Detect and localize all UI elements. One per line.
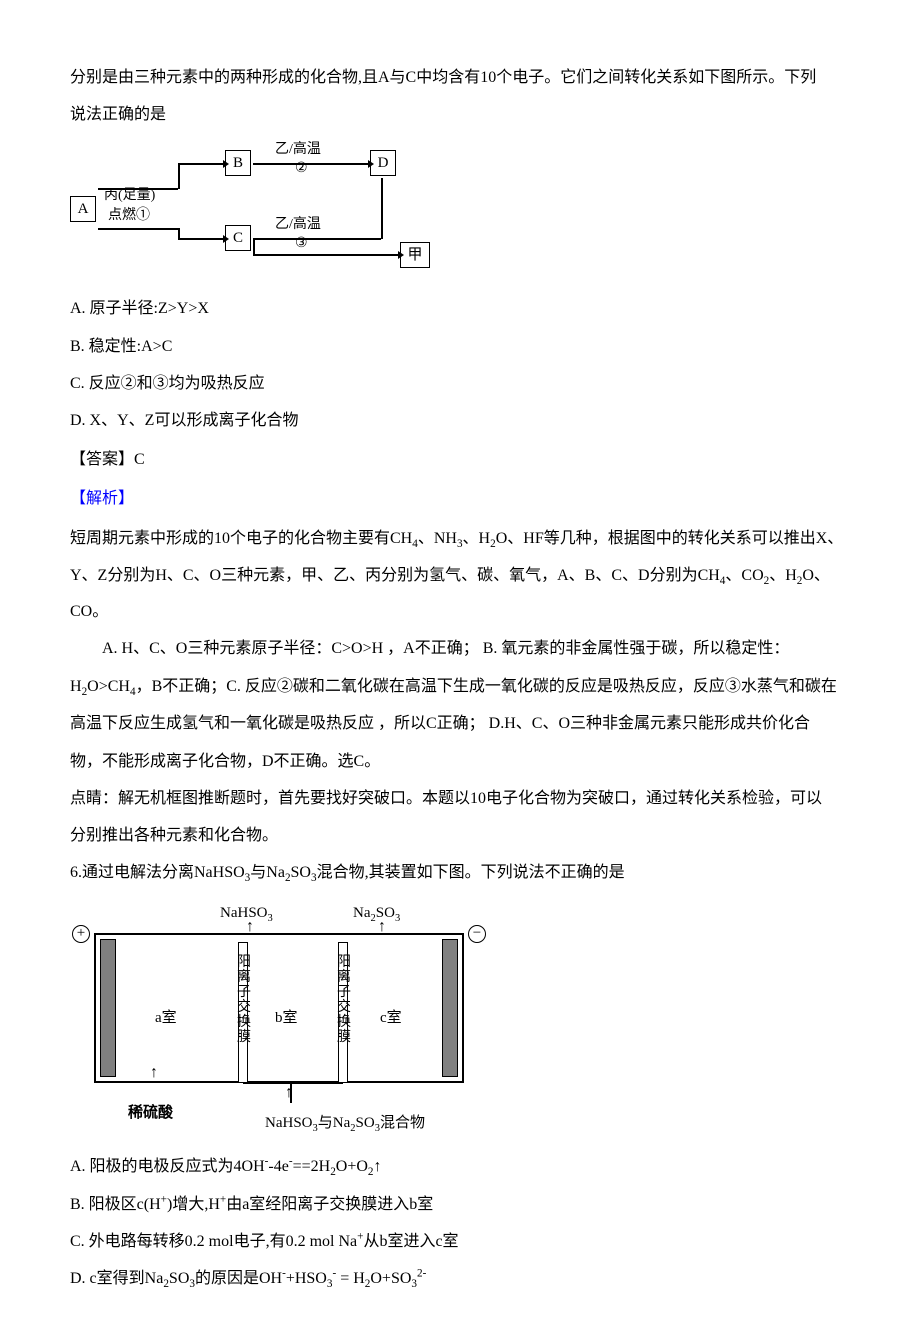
t: 与Na [318,1115,351,1131]
t: 6.通过电解法分离NaHSO [70,864,245,881]
q5-exp6: 物，不能形成离子化合物，D不正确。选C。 [70,744,850,779]
t: C. 外电路每转移0.2 mol电子,有0.2 mol Na [70,1233,357,1250]
t: SO [356,1115,375,1131]
t: A. 阳极的电极反应式为4OH [70,1158,265,1175]
q5-opt-c: C. 反应②和③均为吸热反应 [70,366,850,401]
arrow-up-icon: ↑ [285,1085,293,1101]
q5-jiexi-label: 【解析】 [70,481,850,516]
mem1-label: 阳离子交换膜 [236,955,252,1045]
t: Y、Z分别为H、C、O三种元素，甲、乙、丙分别为氢气、碳、氧气，A、B、C、D分… [70,567,720,584]
room-b: b室 [275,1002,298,1035]
line [381,178,383,239]
t: ↑ [374,1158,382,1175]
q5-diagram: A B C D 甲 丙(足量) 点燃① 乙/高温 ② 乙/高温 ③ [70,142,440,277]
t: Na [353,905,371,921]
line [98,228,178,230]
t: 从b室进入c室 [363,1233,458,1250]
q5-exp4: H2O>CH4，B不正确；C. 反应②碳和二氧化碳在高温下生成一氧化碳的反应是吸… [70,669,850,705]
t: )增大,H [167,1196,220,1213]
arrow-up-icon: ↑ [150,1065,158,1081]
q5-opt-a: A. 原子半径:Z>Y>X [70,291,850,326]
q5-opt-d: D. X、Y、Z可以形成离子化合物 [70,403,850,438]
t: 与Na [250,864,285,881]
t: ，B不正确；C. 反应②碳和二氧化碳在高温下生成一氧化碳的反应是吸热反应，反应③… [136,678,837,695]
label-xisuan: 稀硫酸 [128,1097,173,1130]
cathode [442,939,458,1077]
minus-terminal: − [468,925,486,943]
t: O+O [336,1158,368,1175]
q5-exp3: A. H、C、O三种元素原子半径：C>O>H ，A不正确； B. 氧元素的非金属… [70,631,850,666]
arrow-up-icon: ↑ [246,919,254,935]
t: 的原因是OH [195,1270,282,1287]
t: 、NH [418,530,457,547]
t: O+SO [370,1270,411,1287]
t: O、HF等几种，根据图中的转化关系可以推出X、 [496,530,844,547]
t: +HSO [286,1270,327,1287]
arrow-up-icon: ↑ [378,919,386,935]
q6-diagram: NaHSO3 Na2SO3 + − 阳离子交换膜 阳离子交换膜 a室 b室 c室… [70,897,490,1137]
line [243,1083,343,1085]
label-mix: NaHSO3与Na2SO3混合物 [265,1107,425,1140]
arrow [178,238,223,240]
mem2-label: 阳离子交换膜 [336,955,352,1045]
box-jia: 甲 [400,242,430,268]
t: = H [336,1270,365,1287]
arrow [253,254,398,256]
box-a: A [70,196,96,222]
label-yi-bot: 乙/高温 [275,217,321,233]
line [253,238,381,240]
t: -4e [268,1158,288,1175]
q6-opt-a: A. 阳极的电极反应式为4OH--4e-==2H2O+O2↑ [70,1149,850,1185]
q6-opt-b: B. 阳极区c(H+)增大,H+由a室经阳离子交换膜进入b室 [70,1187,850,1222]
line [178,228,180,238]
t: 由a室经阳离子交换膜进入b室 [226,1196,433,1213]
label-yi-top: 乙/高温 [275,142,321,158]
t: B. 阳极区c(H [70,1196,161,1213]
line [98,188,178,190]
t: SO [169,1270,189,1287]
t: 混合物,其装置如下图。下列说法不正确的是 [317,864,625,881]
t: H [70,678,82,695]
t: 短周期元素中形成的10个电子的化合物主要有CH [70,530,412,547]
anode [100,939,116,1077]
q5-exp2: Y、Z分别为H、C、O三种元素，甲、乙、丙分别为氢气、碳、氧气，A、B、C、D分… [70,558,850,629]
arrow [253,163,368,165]
q6-opt-c: C. 外电路每转移0.2 mol电子,有0.2 mol Na+从b室进入c室 [70,1224,850,1259]
t: 混合物 [380,1115,425,1131]
t: 、H [769,567,797,584]
top-na2so3: Na2SO3 [353,897,400,930]
t: 、CO [725,567,763,584]
plus-terminal: + [72,925,90,943]
t: O>CH [87,678,130,695]
q5-answer: 【答案】C [70,442,850,477]
t: NaHSO [265,1115,313,1131]
line [178,163,180,189]
q6-opt-d: D. c室得到Na2SO3的原因是OH-+HSO3- = H2O+SO32- [70,1261,850,1297]
line [290,1083,292,1103]
room-a: a室 [155,1002,177,1035]
q5-stem-line1: 分别是由三种元素中的两种形成的化合物,且A与C中均含有10个电子。它们之间转化关… [70,60,850,95]
q5-exp5: 高温下反应生成氢气和一氧化碳是吸热反应 ，所以C正确； D.H、C、O三种非金属… [70,706,850,741]
q5-note2: 分别推出各种元素和化合物。 [70,818,850,853]
line [253,238,255,255]
t: ==2H [293,1158,331,1175]
q5-exp1: 短周期元素中形成的10个电子的化合物主要有CH4、NH3、H2O、HF等几种，根… [70,521,850,557]
room-c: c室 [380,1002,402,1035]
q5-note1: 点睛：解无机框图推断题时，首先要找好突破口。本题以10电子化合物为突破口，通过转… [70,781,850,816]
label-bing: 丙(足量) [104,188,155,204]
label-dianran: 点燃① [108,208,150,224]
q5-opt-b: B. 稳定性:A>C [70,329,850,364]
t: 、H [463,530,491,547]
q5-stem-line2: 说法正确的是 [70,97,850,132]
t: SO [291,864,311,881]
t: NaHSO [220,905,268,921]
q6-stem: 6.通过电解法分离NaHSO3与Na2SO3混合物,其装置如下图。下列说法不正确… [70,855,850,891]
arrow [178,163,223,165]
t: D. c室得到Na [70,1270,163,1287]
